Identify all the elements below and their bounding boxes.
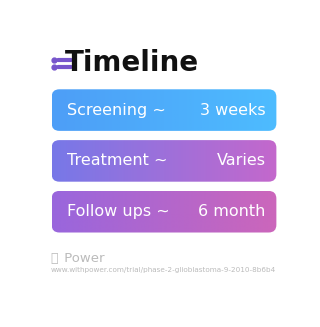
Text: 3 weeks: 3 weeks [200,103,266,118]
Text: Varies: Varies [217,153,266,168]
Text: Timeline: Timeline [65,49,199,77]
Text: ␧: ␧ [51,252,58,265]
Text: Screening ~: Screening ~ [67,103,166,118]
Text: Follow ups ~: Follow ups ~ [67,204,170,219]
Text: Power: Power [60,252,105,265]
Text: Treatment ~: Treatment ~ [67,153,168,168]
Text: www.withpower.com/trial/phase-2-glioblastoma-9-2010-8b6b4: www.withpower.com/trial/phase-2-glioblas… [51,267,276,273]
Text: 6 month: 6 month [198,204,266,219]
